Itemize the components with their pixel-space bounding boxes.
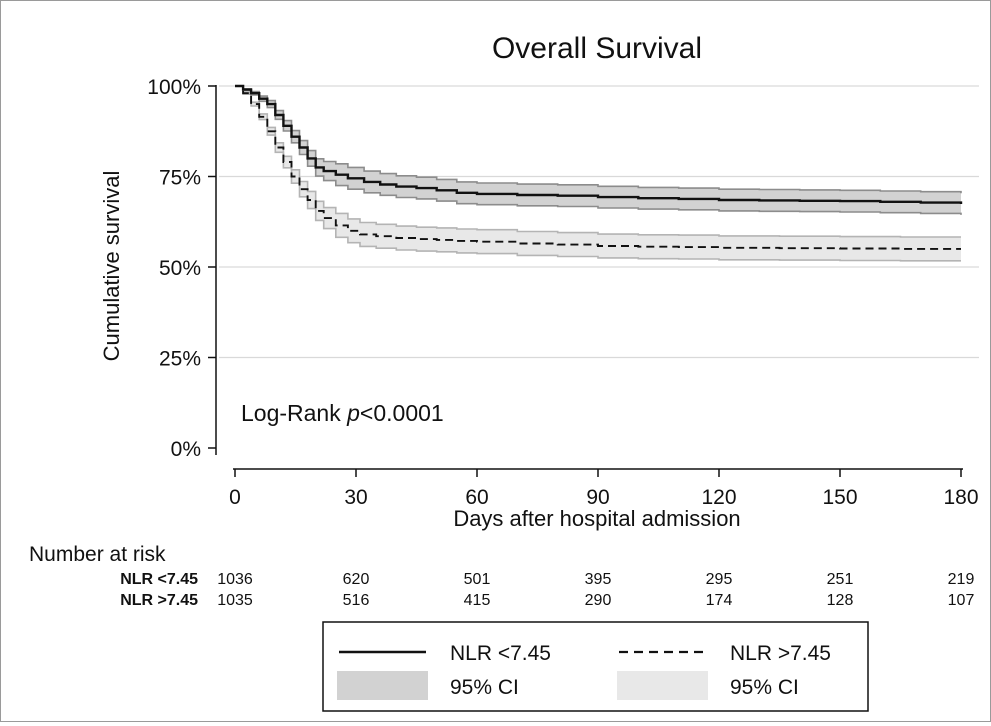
confidence-bands (235, 85, 962, 262)
y-ticks: 0% 25% 50% 75% 100% (147, 76, 216, 461)
risk-count: 516 (343, 592, 370, 609)
survival-curve-nlr-low (235, 84, 963, 204)
legend-swatch-ci-dark (337, 671, 428, 700)
legend: NLR <7.45 NLR >7.45 95% CI 95% CI (322, 621, 869, 712)
x-tick-label: 180 (943, 486, 978, 509)
x-axis-label: Days after hospital admission (453, 506, 740, 531)
ci-lower-bound (235, 85, 962, 215)
legend-label: NLR <7.45 (450, 642, 551, 665)
legend-label: 95% CI (450, 676, 519, 699)
chart-title: Overall Survival (492, 32, 702, 65)
risk-row-label: NLR >7.45 (120, 592, 198, 609)
risk-count: 219 (948, 571, 975, 588)
risk-count: 501 (464, 571, 491, 588)
survival-curve-nlr-high (235, 85, 961, 250)
y-axis-label: Cumulative survival (99, 171, 124, 362)
legend-label: NLR >7.45 (730, 642, 831, 665)
x-ticks: 0 30 60 90 120 150 180 (229, 469, 979, 509)
risk-count: 415 (464, 592, 491, 609)
ci-lower-bound (235, 85, 961, 262)
x-tick-label: 120 (701, 486, 736, 509)
legend-swatch-ci-light (617, 671, 708, 700)
x-tick-label: 0 (229, 486, 241, 509)
risk-count: 620 (343, 571, 370, 588)
risk-count: 290 (585, 592, 612, 609)
ci-upper-bound (235, 85, 962, 194)
risk-count: 395 (585, 571, 612, 588)
x-tick-label: 30 (344, 486, 367, 509)
risk-count: 1035 (217, 592, 253, 609)
x-tick-label: 150 (822, 486, 857, 509)
y-tick-label: 25% (159, 348, 201, 371)
risk-count: 295 (706, 571, 733, 588)
risk-row-label: NLR <7.45 (120, 571, 198, 588)
risk-count: 1036 (217, 571, 253, 588)
y-tick-label: 0% (171, 438, 201, 461)
risk-count: 128 (827, 592, 854, 609)
y-tick-label: 50% (159, 257, 201, 280)
legend-label: 95% CI (730, 676, 799, 699)
survival-curves (235, 84, 963, 250)
y-tick-label: 100% (147, 76, 201, 99)
y-tick-label: 75% (159, 167, 201, 190)
x-tick-label: 60 (465, 486, 488, 509)
x-tick-label: 90 (586, 486, 609, 509)
risk-table: NLR <7.45 1036 620 501 395 295 251 219 NLR >7.45… (120, 571, 974, 609)
ci-band (235, 86, 961, 261)
risk-count: 251 (827, 571, 854, 588)
risk-count: 107 (948, 592, 975, 609)
risk-table-header: Number at risk (29, 543, 166, 566)
risk-count: 174 (706, 592, 733, 609)
ci-band (235, 86, 961, 215)
log-rank-annotation: Log-Rank p<0.0001 (241, 400, 444, 426)
